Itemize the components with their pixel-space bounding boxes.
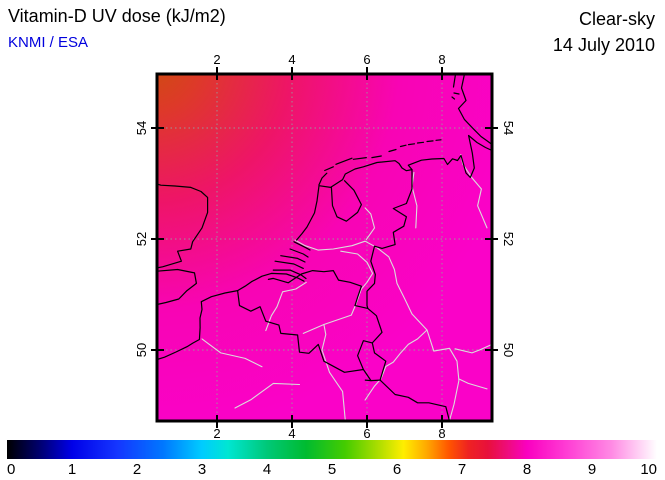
coast-delta-walcheren — [272, 269, 307, 280]
lon-label-bottom-6: 6 — [363, 426, 370, 441]
river-ems — [411, 171, 418, 229]
coast-england-norfolk — [157, 183, 209, 269]
border-nl-be — [267, 270, 369, 309]
coast-delta-voorne — [293, 241, 311, 251]
colorbar-tick-label: 10 — [640, 461, 657, 478]
lon-label-top-8: 8 — [438, 52, 445, 67]
border-lux-fr — [364, 379, 381, 382]
lat-label-right-50: 50 — [501, 343, 516, 357]
colorbar-tick-label: 2 — [132, 461, 142, 478]
lon-label-top-6: 6 — [363, 52, 370, 67]
colorbar-tick-label: 8 — [522, 461, 532, 478]
lat-label-left-52: 52 — [134, 232, 149, 246]
lon-label-bottom-4: 4 — [288, 426, 295, 441]
header-right: Clear-sky 14 July 2010 — [553, 6, 655, 58]
lat-label-left-54: 54 — [134, 121, 149, 135]
river-rhine — [294, 239, 460, 421]
colorbar-tick-label: 3 — [197, 461, 207, 478]
page-title: Vitamin-D UV dose (kJ/m2) — [8, 6, 226, 26]
coast-germany-northwest — [407, 134, 492, 179]
organization: KNMI / ESA — [8, 34, 89, 51]
colorbar-gradient — [7, 440, 657, 459]
lon-label-bottom-8: 8 — [438, 426, 445, 441]
axis-ticks — [151, 67, 498, 428]
colorbar-tick-label: 4 — [262, 461, 272, 478]
colorbar-tick-label: 6 — [392, 461, 402, 478]
sky-condition: Clear-sky — [578, 9, 655, 29]
rivers — [201, 154, 492, 421]
river-scheldt — [265, 281, 307, 332]
coast-delta-goeree — [289, 248, 309, 258]
header-left: Vitamin-D UV dose (kJ/m2) KNMI / ESA — [8, 6, 226, 51]
lat-label-right-52: 52 — [501, 232, 516, 246]
colorbar-labels: 0 1 2 3 4 5 6 7 8 9 10 — [7, 461, 657, 479]
lat-label-right-54: 54 — [501, 121, 516, 135]
graticule — [157, 74, 492, 421]
north-frisian-islands — [451, 74, 460, 100]
lat-label-left-50: 50 — [134, 343, 149, 357]
coast-delta-schouwen — [280, 255, 306, 263]
river-somme — [201, 338, 263, 368]
border-nl-de — [366, 169, 413, 309]
coast-schleswig — [457, 74, 492, 146]
lon-label-top-2: 2 — [213, 52, 220, 67]
river-moselle — [364, 329, 428, 401]
graticule-parallels — [157, 127, 492, 351]
river-aisne — [234, 382, 301, 409]
lon-label-bottom-2: 2 — [213, 426, 220, 441]
lon-label-top-4: 4 — [288, 52, 295, 67]
river-meuse — [321, 250, 374, 421]
colorbar-tick-label: 0 — [7, 461, 16, 478]
coast-england-kent — [157, 268, 197, 306]
river-neckar — [458, 378, 488, 390]
border-fr-de — [379, 379, 451, 421]
river-sambre — [302, 323, 325, 334]
coast-delta-oosterschelde — [274, 260, 304, 269]
date-label: 14 July 2010 — [552, 35, 655, 56]
border-be-lux — [357, 340, 373, 382]
axis-labels: 2 4 6 8 2 4 6 8 54 52 50 54 52 50 — [134, 52, 516, 441]
coast-france — [157, 290, 239, 361]
river-ijssel — [364, 207, 376, 241]
uv-dose-field — [157, 74, 492, 421]
coast-netherlands-main — [295, 160, 413, 241]
east-frisian-islands — [388, 139, 442, 153]
country-borders — [237, 169, 451, 421]
colorbar-tick-label: 7 — [457, 461, 467, 478]
colorbar-tick-label: 5 — [327, 461, 337, 478]
coast-ijsselmeer — [330, 180, 362, 222]
river-main — [454, 343, 492, 354]
wadden-islands — [318, 155, 382, 186]
colorbar-tick-label: 9 — [587, 461, 597, 478]
colorbar-tick-label: 1 — [67, 461, 77, 478]
border-be-fr — [237, 290, 364, 373]
map-frame — [155, 72, 494, 423]
